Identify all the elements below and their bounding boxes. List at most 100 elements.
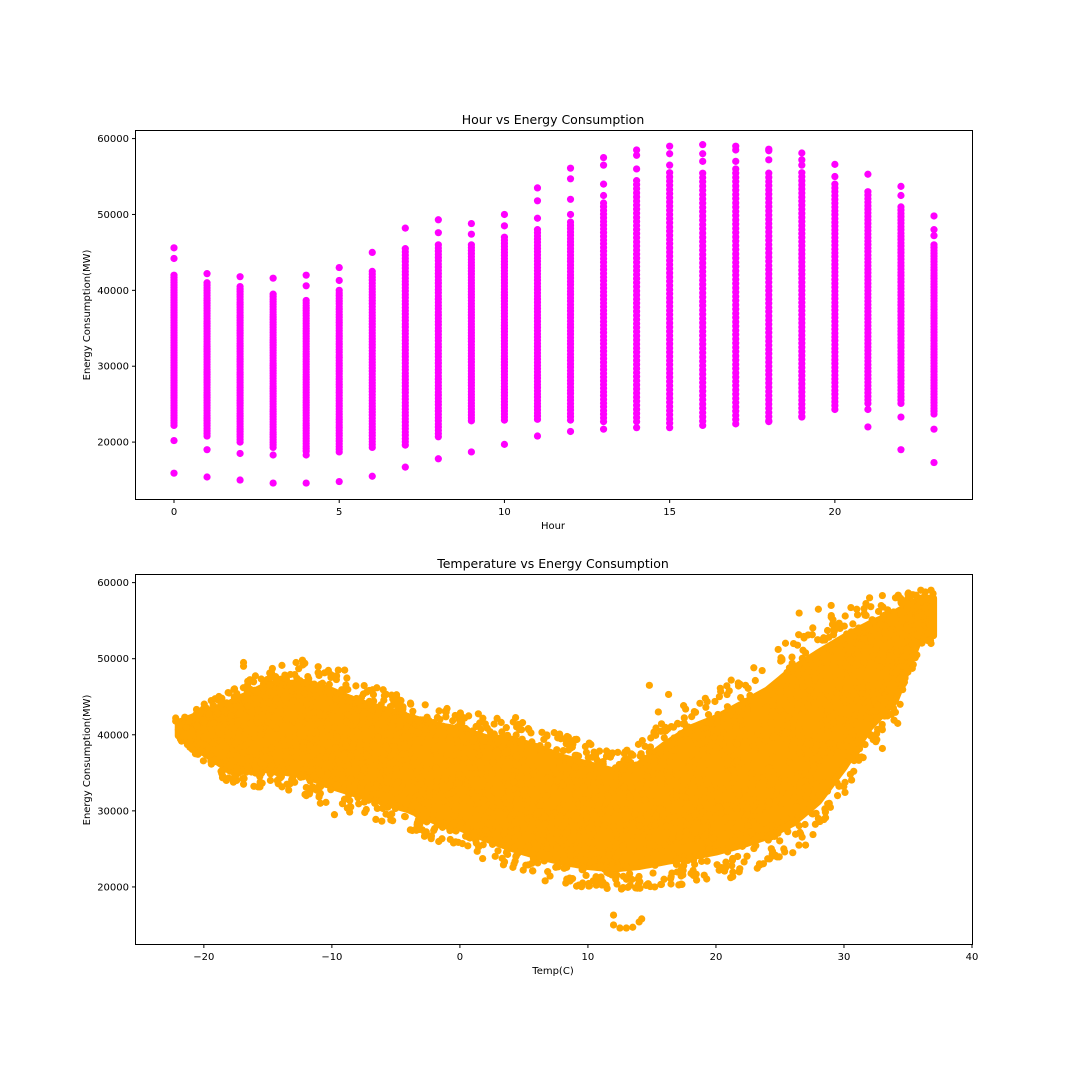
data-point (446, 835, 454, 844)
data-point (209, 701, 217, 709)
data-point (321, 669, 329, 677)
data-point (378, 755, 386, 763)
data-point (315, 686, 323, 694)
data-point (431, 745, 439, 754)
x-tick-label: 20 (829, 507, 842, 518)
data-point (499, 731, 507, 739)
data-point (634, 833, 642, 842)
data-point (860, 705, 868, 713)
data-point (778, 799, 786, 807)
data-point (683, 736, 691, 744)
data-point (806, 695, 814, 703)
data-point (243, 685, 251, 694)
data-point (676, 832, 684, 841)
data-point (282, 715, 291, 723)
data-point (433, 777, 441, 785)
data-point (619, 856, 627, 864)
data-point (312, 735, 320, 743)
data-point (853, 649, 862, 657)
data-point (528, 859, 536, 867)
data-point (436, 715, 444, 724)
data-point (798, 654, 806, 662)
data-point (664, 690, 673, 699)
data-point (823, 659, 831, 667)
data-point (528, 738, 536, 746)
data-point (536, 801, 544, 809)
data-point (391, 743, 399, 751)
data-point (718, 863, 726, 872)
data-point (831, 172, 839, 181)
data-point (452, 827, 460, 835)
data-point (702, 760, 710, 768)
data-point (609, 822, 618, 831)
data-point (808, 810, 816, 818)
data-point (433, 821, 441, 829)
data-point (335, 286, 343, 294)
data-point (500, 233, 509, 241)
data-point (860, 635, 868, 643)
x-axis-label: Temp(C) (531, 966, 574, 977)
data-point (877, 678, 885, 686)
data-point (298, 696, 307, 704)
data-point (756, 861, 764, 869)
data-point (570, 827, 578, 836)
data-point (566, 759, 574, 767)
data-point (295, 722, 304, 730)
data-point (856, 667, 865, 675)
data-point (889, 679, 897, 687)
data-point (256, 725, 264, 733)
y-tick-label: 30000 (97, 806, 129, 817)
data-point (304, 672, 312, 681)
data-point (332, 703, 340, 712)
data-point (927, 586, 935, 594)
data-point (667, 873, 675, 881)
data-point (413, 767, 421, 776)
data-point (380, 713, 389, 721)
data-point (265, 674, 274, 682)
data-point (622, 815, 630, 824)
data-point (796, 748, 804, 757)
data-point (672, 792, 681, 800)
data-point (324, 770, 332, 778)
data-point (762, 825, 770, 833)
data-point (200, 700, 208, 708)
data-point (735, 791, 743, 800)
data-point (587, 851, 595, 859)
data-point (831, 703, 839, 711)
data-point (734, 707, 743, 715)
data-point (603, 783, 611, 791)
data-point (470, 829, 479, 837)
data-point (481, 720, 489, 728)
data-point (760, 777, 768, 785)
data-point (930, 232, 938, 240)
data-point (747, 796, 755, 804)
data-point (435, 799, 443, 807)
data-point (769, 753, 778, 761)
data-point (384, 708, 392, 716)
data-point (699, 150, 707, 158)
data-point (798, 149, 806, 157)
data-point (748, 769, 756, 777)
data-point (381, 723, 389, 731)
data-point (303, 757, 311, 765)
data-point (214, 724, 222, 732)
data-point (316, 680, 325, 689)
data-point (505, 782, 513, 790)
data-point (571, 763, 580, 771)
data-point (366, 757, 374, 766)
data-point (803, 754, 811, 762)
data-point (252, 696, 261, 704)
data-point (685, 729, 693, 737)
data-point (633, 792, 641, 800)
data-point (856, 677, 865, 686)
data-point (677, 865, 685, 873)
data-point (513, 790, 521, 798)
data-point (871, 707, 879, 715)
data-point (795, 822, 803, 830)
data-point (707, 785, 715, 794)
data-point (612, 804, 620, 812)
data-point (390, 716, 398, 725)
data-point (414, 718, 422, 726)
data-point (718, 764, 726, 773)
data-point (618, 760, 626, 768)
